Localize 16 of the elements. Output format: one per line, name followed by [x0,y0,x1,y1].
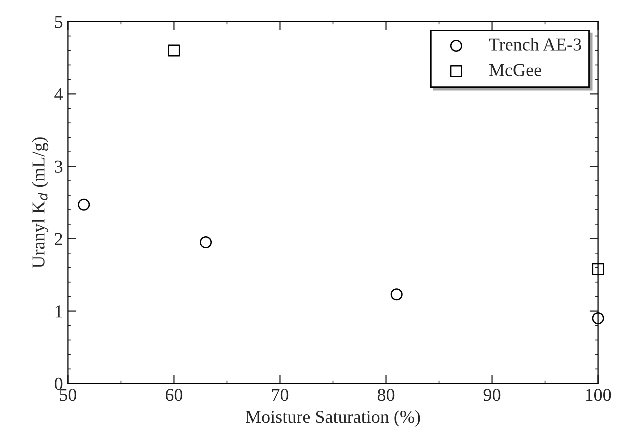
legend-label: McGee [489,64,542,76]
y-tick-label: 3 [55,160,63,173]
y-tick-label: 2 [55,233,62,246]
legend-label: Trench AE-3 [489,38,582,51]
x-tick-label: 100 [586,389,612,402]
y-tick-label: 1 [56,306,62,318]
y-tick-label: 4 [54,88,64,100]
x-tick-label: 70 [272,389,289,402]
y-axis-title: Uranyl K$_{d}$ (mL/g) [32,138,49,268]
x-tick-label: 60 [166,389,183,402]
y-tick-label: 5 [55,16,63,28]
x-tick-label: 80 [378,389,395,402]
x-axis-title: Moisture Saturation (%) [246,410,420,427]
x-tick-label: 90 [484,389,501,402]
x-tick-label: 50 [60,389,77,402]
y-tick-label: 0 [55,378,63,390]
